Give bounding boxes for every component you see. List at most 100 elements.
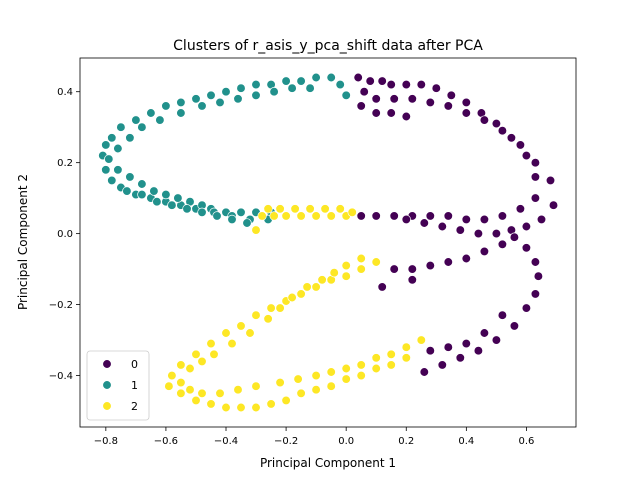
data-point-cluster-1: [242, 218, 252, 228]
data-point-cluster-1: [311, 72, 321, 83]
y-tick-label: 0.2: [57, 158, 73, 169]
data-point-cluster-2: [191, 395, 201, 406]
data-point-cluster-2: [257, 211, 267, 221]
data-point-cluster-2: [326, 211, 336, 221]
data-point-cluster-1: [236, 83, 246, 93]
data-point-cluster-0: [497, 239, 508, 249]
data-point-cluster-0: [506, 133, 517, 143]
data-point-cluster-1: [101, 140, 111, 150]
data-point-cluster-1: [167, 200, 177, 210]
data-point-cluster-1: [161, 189, 171, 200]
data-point-cluster-0: [377, 282, 387, 292]
data-point-cluster-1: [215, 97, 225, 108]
data-point-cluster-2: [371, 353, 381, 363]
data-point-cluster-2: [326, 381, 336, 391]
data-point-cluster-2: [371, 257, 381, 267]
data-point-cluster-1: [137, 179, 147, 189]
data-point-cluster-0: [425, 97, 435, 108]
data-point-cluster-2: [233, 385, 243, 395]
legend-box: [86, 350, 150, 421]
data-point-cluster-0: [530, 172, 541, 182]
data-point-cluster-0: [515, 204, 526, 214]
data-point-cluster-2: [251, 381, 261, 391]
data-point-cluster-2: [356, 253, 366, 264]
data-point-cluster-0: [425, 260, 435, 271]
data-point-cluster-0: [371, 211, 381, 221]
legend-marker-2: [102, 401, 112, 411]
data-point-cluster-1: [113, 165, 123, 175]
data-point-cluster-1: [155, 115, 165, 125]
data-point-cluster-2: [263, 314, 273, 324]
data-point-cluster-1: [212, 211, 222, 221]
data-point-cluster-1: [107, 175, 117, 186]
data-point-cluster-0: [530, 193, 541, 203]
y-axis-label: Principal Component 2: [16, 174, 30, 310]
data-point-cluster-2: [206, 338, 216, 349]
data-point-cluster-0: [443, 211, 453, 221]
data-point-cluster-2: [302, 282, 312, 292]
data-point-cluster-2: [341, 260, 351, 271]
data-point-cluster-2: [296, 289, 306, 299]
data-point-cluster-2: [281, 211, 291, 221]
data-point-cluster-2: [341, 363, 351, 374]
data-point-cluster-2: [167, 370, 177, 381]
data-point-cluster-2: [221, 402, 231, 413]
data-point-cluster-0: [509, 321, 520, 331]
x-tick-label: 0.4: [458, 436, 474, 447]
legend-label-1: 1: [131, 379, 138, 392]
data-point-cluster-1: [101, 165, 111, 175]
data-point-cluster-2: [236, 321, 246, 331]
data-point-cluster-2: [296, 211, 306, 221]
data-point-cluster-0: [425, 211, 435, 221]
y-tick-label: 0.0: [57, 229, 73, 240]
data-point-cluster-0: [353, 72, 363, 83]
data-point-cluster-2: [209, 349, 219, 359]
data-point-cluster-0: [377, 76, 387, 86]
legend-marker-1: [102, 380, 112, 390]
data-point-cluster-2: [386, 349, 396, 359]
data-point-cluster-0: [443, 257, 453, 267]
data-point-cluster-2: [269, 211, 279, 221]
data-point-cluster-2: [320, 204, 330, 214]
data-point-cluster-1: [149, 186, 159, 196]
data-point-cluster-2: [347, 207, 357, 217]
data-point-cluster-1: [107, 133, 117, 143]
data-point-cluster-1: [176, 97, 186, 108]
data-point-cluster-2: [227, 338, 237, 349]
data-point-cluster-0: [491, 118, 502, 129]
x-tick-label: −0.8: [94, 436, 118, 447]
data-point-cluster-2: [341, 271, 351, 281]
data-point-cluster-2: [176, 360, 186, 370]
data-point-cluster-1: [113, 143, 123, 154]
data-point-cluster-2: [329, 268, 339, 278]
data-point-cluster-0: [443, 342, 453, 352]
data-point-cluster-2: [176, 388, 186, 398]
data-point-cluster-1: [326, 72, 336, 83]
data-point-cluster-2: [197, 388, 207, 398]
data-point-cluster-1: [191, 94, 201, 104]
data-point-cluster-0: [548, 200, 559, 210]
data-point-cluster-2: [251, 225, 261, 235]
data-point-cluster-2: [275, 303, 285, 313]
x-tick-label: −0.2: [274, 436, 298, 447]
data-point-cluster-1: [305, 83, 315, 93]
data-point-cluster-0: [461, 97, 471, 108]
data-point-cluster-1: [236, 207, 246, 217]
y-tick-label: 0.4: [57, 87, 73, 98]
legend-marker-0: [102, 359, 112, 369]
data-point-cluster-1: [125, 172, 135, 182]
data-point-cluster-0: [389, 264, 399, 274]
data-point-cluster-0: [497, 126, 508, 136]
data-point-cluster-0: [446, 90, 456, 100]
data-point-cluster-2: [251, 402, 261, 413]
x-tick-label: 0.2: [398, 436, 414, 447]
data-point-cluster-0: [521, 221, 532, 232]
data-point-cluster-2: [275, 204, 285, 214]
data-point-cluster-0: [407, 94, 417, 104]
data-point-cluster-2: [305, 204, 315, 214]
x-axis-label: Principal Component 1: [260, 456, 396, 470]
data-point-cluster-0: [425, 346, 435, 356]
data-point-cluster-0: [530, 289, 541, 299]
x-tick-label: −0.4: [214, 436, 238, 447]
data-point-cluster-1: [146, 108, 156, 118]
